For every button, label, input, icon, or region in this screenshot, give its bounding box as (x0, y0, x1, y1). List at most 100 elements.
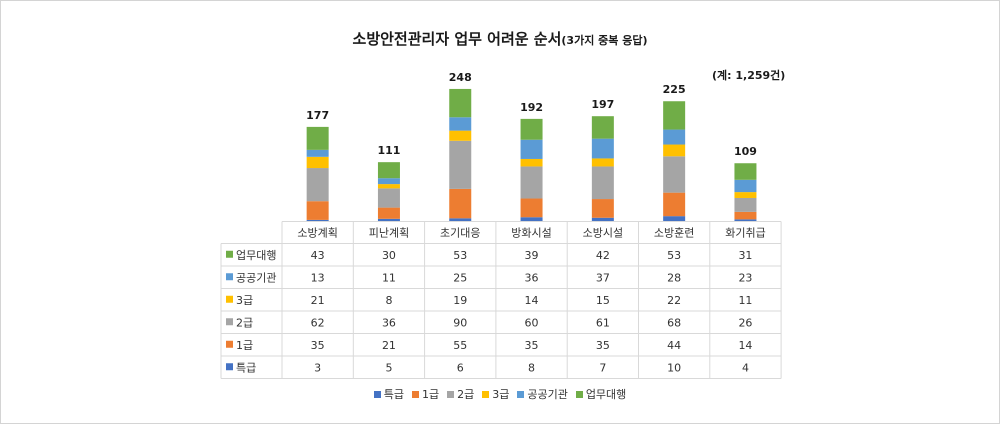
bar-segment (663, 216, 686, 222)
legend-swatch (373, 390, 381, 398)
table-cell-value: 36 (525, 271, 539, 284)
table-cell-value: 36 (382, 316, 396, 329)
table-cell-value: 14 (738, 339, 752, 352)
legend-swatch (411, 390, 419, 398)
bar-segment (591, 158, 614, 167)
bar-segment (449, 117, 472, 131)
legend-label: 1급 (421, 388, 440, 401)
table-cell-value: 19 (453, 294, 467, 307)
table-cell-value: 35 (525, 339, 539, 352)
row-label: 2급 (236, 316, 253, 329)
category-label: 소방시설 (583, 227, 623, 240)
category-label: 소방훈련 (654, 227, 694, 240)
table-cell-value: 11 (382, 271, 396, 284)
bar-segment (377, 162, 400, 179)
row-label: 특급 (236, 361, 256, 374)
table-cell-value: 10 (667, 361, 681, 374)
table-cell-value: 6 (457, 361, 464, 374)
table-cell-value: 5 (385, 361, 392, 374)
chart-subtitle: (3가지 중복 응답) (561, 34, 648, 47)
bar-segment (449, 140, 472, 189)
table-cell-value: 8 (528, 361, 535, 374)
bar-segment (306, 156, 329, 169)
table-cell-value: 60 (525, 316, 539, 329)
bar-segment (520, 118, 543, 140)
table-cell-value: 4 (742, 361, 749, 374)
bar-segment (734, 192, 757, 198)
bar-segment (306, 126, 329, 150)
table-cell-value: 30 (382, 249, 396, 262)
table-cell-value: 53 (453, 249, 467, 262)
category-label: 초기대응 (440, 227, 480, 240)
table-cell-value: 55 (453, 339, 467, 352)
chart-title: 소방안전관리자 업무 어려운 순서(3가지 중복 응답) (0, 28, 1000, 49)
table-cell-value: 90 (453, 316, 467, 329)
legend-swatch (575, 390, 583, 398)
chart-title-main: 소방안전관리자 업무 어려운 순서 (352, 30, 562, 48)
bar-segment (520, 158, 543, 167)
legend-label: 공공기관 (527, 388, 568, 401)
table-cell-value: 68 (667, 316, 681, 329)
legend-swatch (482, 390, 490, 398)
legend-item: 3급 (482, 386, 509, 402)
row-label: 업무대행 (236, 249, 276, 262)
row-legend-key (226, 250, 233, 258)
total-label: 248 (449, 71, 472, 84)
bar-segment (591, 166, 614, 200)
row-legend-key (226, 273, 233, 281)
total-label: 225 (663, 83, 686, 96)
legend-label: 특급 (383, 388, 404, 401)
bar-segment (663, 156, 686, 193)
bar-segment (377, 188, 400, 208)
total-note: (계: 1,259건) (712, 69, 786, 82)
table-cell-value: 31 (738, 249, 752, 262)
table-cell-value: 28 (667, 271, 681, 284)
bar-segment (520, 198, 543, 218)
bar-segment (663, 101, 686, 130)
legend-label: 업무대행 (585, 388, 627, 401)
bar-segment (591, 116, 614, 139)
bar-segment (306, 149, 329, 157)
bar-segment (449, 188, 472, 219)
row-legend-key (226, 318, 233, 326)
category-label: 피난계획 (369, 227, 409, 240)
bar-segment (591, 138, 614, 159)
row-label: 공공기관 (236, 271, 276, 284)
table-cell-value: 35 (311, 339, 325, 352)
table-cell-value: 61 (596, 316, 610, 329)
table-cell-value: 3 (314, 361, 321, 374)
row-label: 1급 (236, 339, 253, 352)
table-cell-value: 11 (738, 294, 752, 307)
table-cell-value: 13 (311, 271, 325, 284)
bar-segment (734, 219, 757, 222)
legend-label: 3급 (492, 388, 510, 401)
total-label: 197 (591, 98, 614, 111)
table-cell-value: 42 (596, 249, 610, 262)
bar-segment (520, 166, 543, 199)
table-cell-value: 21 (311, 294, 325, 307)
bar-segment (377, 178, 400, 185)
table-cell-value: 53 (667, 249, 681, 262)
table-cell-value: 62 (311, 316, 325, 329)
bar-segment (591, 199, 614, 218)
bar-segment (520, 139, 543, 159)
bar-segment (591, 217, 614, 222)
bar-segment (306, 201, 329, 220)
table-cell-value: 44 (667, 339, 681, 352)
total-label: 192 (520, 101, 543, 114)
legend-item: 공공기관 (517, 386, 568, 402)
table-cell-value: 15 (596, 294, 610, 307)
table-cell-value: 7 (599, 361, 606, 374)
bar-segment (377, 218, 400, 222)
category-label: 화기취급 (725, 227, 765, 240)
legend-swatch (517, 390, 525, 398)
table-cell-value: 26 (738, 316, 752, 329)
row-legend-key (226, 363, 233, 371)
legend-item: 특급 (373, 386, 404, 402)
table-cell-value: 39 (525, 249, 539, 262)
bar-segment (377, 207, 400, 219)
table-cell-value: 43 (311, 249, 325, 262)
bar-segment (449, 88, 472, 118)
bar-segment (449, 218, 472, 222)
